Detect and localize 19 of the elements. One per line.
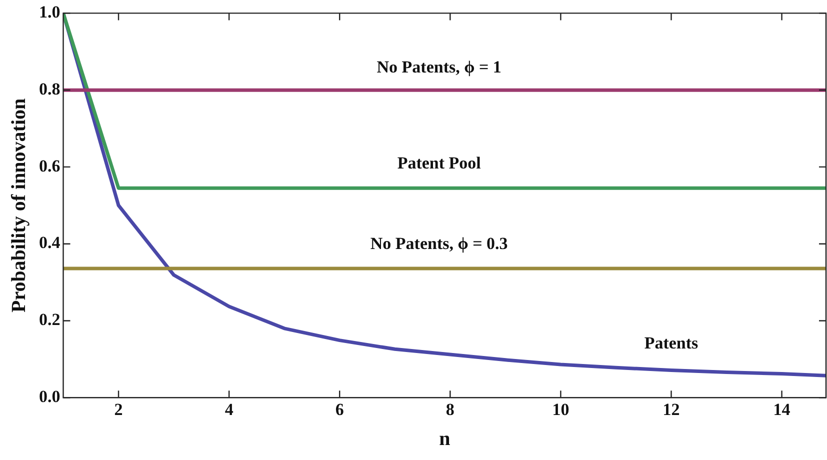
x-tick-label: 4 [224,400,234,420]
y-axis-title: Probability of innovation [8,98,30,312]
x-tick-label: 14 [773,400,791,420]
x-tick-label: 2 [114,400,123,420]
y-tick-label: 0.0 [39,386,60,406]
x-tick-label: 6 [335,400,344,420]
y-tick-label: 0.8 [39,79,60,98]
x-tick-label: 10 [552,400,570,420]
y-tick-label: 0.2 [39,310,60,330]
y-tick-label: 0.6 [39,156,60,176]
x-axis-title: n [439,428,450,450]
series-label: Patent Pool [397,153,482,172]
x-tick-label: 8 [446,400,454,420]
series-label: No Patents, ϕ = 1 [376,57,502,76]
x-tick-label: 12 [662,400,680,420]
y-tick-label: 1.0 [39,2,60,22]
series-label: Patents [644,334,699,353]
series-label: No Patents, ϕ = 0.3 [370,234,508,253]
y-tick-label: 0.4 [39,233,61,252]
